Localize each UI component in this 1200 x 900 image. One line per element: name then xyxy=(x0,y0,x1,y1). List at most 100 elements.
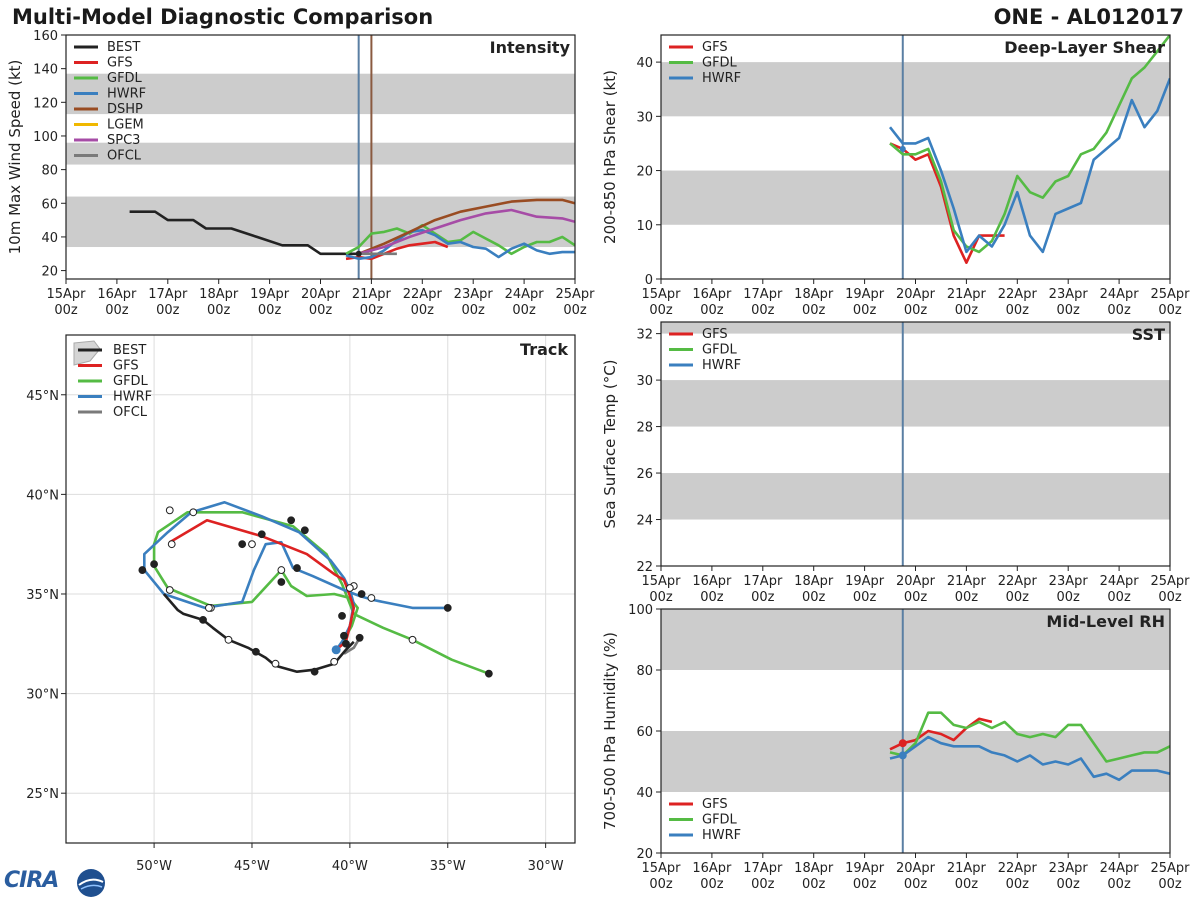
x-tick-label: 40°W xyxy=(332,859,368,874)
x-tick-hour: 00z xyxy=(258,303,282,318)
x-tick-hour: 00z xyxy=(1006,590,1030,605)
x-tick-day: 17Apr xyxy=(743,574,783,589)
init-point-gfs xyxy=(898,739,907,748)
x-tick-day: 21Apr xyxy=(352,287,392,302)
chart-shear: 01020304015Apr00z16Apr00z17Apr00z18Apr00… xyxy=(601,34,1190,318)
track-point-hwrf xyxy=(367,594,376,602)
x-tick-hour: 00z xyxy=(802,590,826,605)
x-tick-hour: 00z xyxy=(955,590,979,605)
x-tick-day: 20Apr xyxy=(896,287,936,302)
x-tick-label: 30°W xyxy=(528,859,564,874)
x-tick-day: 17Apr xyxy=(743,861,783,876)
x-tick-hour: 00z xyxy=(1107,303,1131,318)
panel-title: Intensity xyxy=(490,38,571,57)
x-tick-hour: 00z xyxy=(207,303,231,318)
series-group xyxy=(129,198,575,261)
track-point-hwrf xyxy=(300,526,309,535)
x-tick-day: 22Apr xyxy=(998,861,1038,876)
x-tick-day: 19Apr xyxy=(845,574,885,589)
track-point-hwrf xyxy=(205,604,213,612)
track-point-hwrf xyxy=(345,584,354,592)
legend-label-gfdl: GFDL xyxy=(113,374,149,389)
x-tick-day: 16Apr xyxy=(97,287,137,302)
x-tick-hour: 00z xyxy=(1057,590,1081,605)
x-tick-label: 45°W xyxy=(234,859,270,874)
shaded-band xyxy=(661,170,1170,225)
x-tick-day: 22Apr xyxy=(403,287,443,302)
y-tick-label: 25°N xyxy=(26,787,59,802)
y-axis-label: Sea Surface Temp (°C) xyxy=(601,359,619,528)
x-tick-day: 20Apr xyxy=(896,861,936,876)
series-group xyxy=(888,35,1170,265)
series-gfs xyxy=(889,717,993,751)
x-tick-hour: 00z xyxy=(802,303,826,318)
track-point-hwrf xyxy=(248,540,256,549)
panel-title: SST xyxy=(1132,325,1165,344)
init-point-best xyxy=(355,250,362,257)
legend-label-hwrf: HWRF xyxy=(702,358,741,373)
x-tick-day: 18Apr xyxy=(794,861,834,876)
x-tick-hour: 00z xyxy=(649,590,673,605)
track-point-hwrf xyxy=(357,590,366,598)
x-tick-hour: 00z xyxy=(649,303,673,318)
shaded-band xyxy=(661,62,1170,117)
x-tick-day: 22Apr xyxy=(998,574,1038,589)
track-point-gfdl xyxy=(287,516,296,525)
chart-intensity: 2040608010012014016015Apr00z16Apr00z17Ap… xyxy=(6,29,595,318)
x-tick-day: 20Apr xyxy=(301,287,341,302)
cira-logo: CIRA xyxy=(4,868,108,898)
x-tick-hour: 00z xyxy=(462,303,486,318)
track-point-gfdl xyxy=(277,566,286,574)
x-tick-day: 25Apr xyxy=(1150,861,1190,876)
x-tick-hour: 00z xyxy=(512,303,536,318)
track-best xyxy=(162,593,355,674)
x-tick-hour: 00z xyxy=(904,303,928,318)
x-tick-day: 15Apr xyxy=(641,287,681,302)
y-tick-label: 40 xyxy=(636,786,653,801)
series-gfdl xyxy=(889,711,1170,763)
y-tick-label: 40°N xyxy=(26,488,59,503)
legend-label-ofcl: OFCL xyxy=(107,149,142,164)
series-gfdl xyxy=(345,223,575,256)
y-tick-label: 0 xyxy=(645,273,653,288)
x-tick-day: 15Apr xyxy=(641,861,681,876)
y-tick-label: 24 xyxy=(636,514,653,529)
x-tick-hour: 00z xyxy=(1107,590,1131,605)
x-tick-hour: 00z xyxy=(1057,877,1081,892)
y-tick-label: 60 xyxy=(41,197,58,212)
legend-label-gfs: GFS xyxy=(702,327,728,342)
shaded-band xyxy=(66,73,575,115)
y-tick-label: 28 xyxy=(636,421,653,436)
init-point-hwrf xyxy=(899,145,906,152)
track-point-gfdl xyxy=(277,578,286,586)
y-tick-label: 100 xyxy=(628,603,653,618)
x-tick-hour: 00z xyxy=(1107,877,1131,892)
y-axis-label: 700-500 hPa Humidity (%) xyxy=(601,632,619,830)
x-tick-hour: 00z xyxy=(751,590,775,605)
shaded-band xyxy=(661,322,1170,334)
series-dshp xyxy=(358,198,575,256)
legend-label-hwrf: HWRF xyxy=(702,71,741,86)
storm-id: ONE - AL012017 xyxy=(993,5,1184,29)
y-tick-label: 80 xyxy=(41,164,58,179)
x-tick-day: 21Apr xyxy=(947,861,987,876)
x-tick-day: 24Apr xyxy=(1100,574,1140,589)
track-markers xyxy=(138,506,493,678)
land-shape xyxy=(73,340,101,366)
x-tick-day: 21Apr xyxy=(947,574,987,589)
x-tick-day: 17Apr xyxy=(743,287,783,302)
legend-label-best: BEST xyxy=(113,343,146,358)
track-point-gfs xyxy=(167,540,176,549)
x-tick-hour: 00z xyxy=(904,877,928,892)
x-tick-hour: 00z xyxy=(105,303,129,318)
x-tick-day: 20Apr xyxy=(896,574,936,589)
y-tick-label: 120 xyxy=(33,96,58,111)
track-point-best xyxy=(271,659,280,668)
x-tick-hour: 00z xyxy=(1057,303,1081,318)
series-gfdl xyxy=(889,35,1170,254)
x-tick-day: 16Apr xyxy=(692,574,732,589)
init-point-hwrf xyxy=(898,751,907,760)
series-hwrf xyxy=(345,228,575,261)
y-tick-label: 160 xyxy=(33,29,58,44)
